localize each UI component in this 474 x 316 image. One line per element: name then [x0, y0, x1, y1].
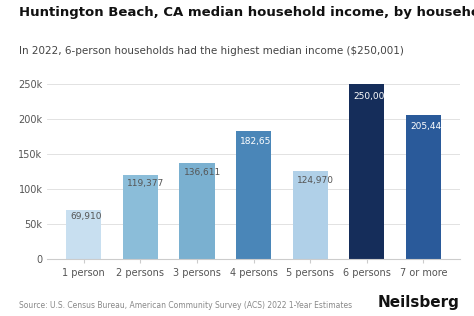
Text: 69,910: 69,910	[70, 212, 102, 222]
Bar	[123, 175, 158, 259]
Text: 124,970: 124,970	[297, 176, 334, 185]
Bar	[179, 163, 215, 259]
Bar	[349, 83, 384, 259]
Bar	[66, 210, 101, 259]
Text: 119,377: 119,377	[127, 179, 164, 188]
Bar	[236, 131, 271, 259]
Text: Source: U.S. Census Bureau, American Community Survey (ACS) 2022 1-Year Estimate: Source: U.S. Census Bureau, American Com…	[19, 301, 352, 310]
Text: Neilsberg: Neilsberg	[378, 295, 460, 310]
Text: Huntington Beach, CA median household income, by household size: Huntington Beach, CA median household in…	[19, 6, 474, 19]
Text: 205,449: 205,449	[410, 122, 447, 131]
Text: 136,611: 136,611	[183, 168, 221, 177]
Text: In 2022, 6-person households had the highest median income ($250,001): In 2022, 6-person households had the hig…	[19, 46, 404, 56]
Text: 250,001: 250,001	[354, 92, 391, 101]
Bar	[406, 115, 441, 259]
Text: 182,650: 182,650	[240, 137, 277, 146]
Bar	[292, 171, 328, 259]
